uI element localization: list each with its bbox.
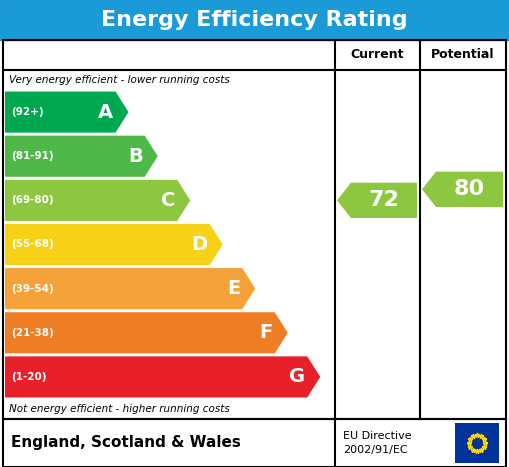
Text: Current: Current bbox=[351, 49, 404, 62]
Polygon shape bbox=[5, 135, 158, 177]
Text: F: F bbox=[260, 323, 273, 342]
Polygon shape bbox=[5, 312, 288, 354]
Text: Not energy efficient - higher running costs: Not energy efficient - higher running co… bbox=[9, 404, 230, 414]
Text: Very energy efficient - lower running costs: Very energy efficient - lower running co… bbox=[9, 75, 230, 85]
Text: G: G bbox=[289, 368, 305, 386]
Polygon shape bbox=[422, 172, 503, 207]
Polygon shape bbox=[5, 224, 223, 265]
Text: D: D bbox=[191, 235, 208, 254]
Text: Potential: Potential bbox=[431, 49, 495, 62]
Text: Energy Efficiency Rating: Energy Efficiency Rating bbox=[101, 10, 408, 30]
Text: (39-54): (39-54) bbox=[11, 283, 54, 294]
Text: (81-91): (81-91) bbox=[11, 151, 53, 161]
Text: 80: 80 bbox=[454, 179, 485, 199]
Polygon shape bbox=[5, 356, 320, 397]
Bar bbox=[0, 0, 509, 40]
Text: (69-80): (69-80) bbox=[11, 195, 53, 205]
Text: (92+): (92+) bbox=[11, 107, 44, 117]
Text: B: B bbox=[128, 147, 143, 166]
Text: A: A bbox=[98, 103, 114, 121]
Bar bbox=[3, 419, 506, 467]
Bar bbox=[3, 40, 506, 419]
Text: (55-68): (55-68) bbox=[11, 240, 54, 249]
Text: E: E bbox=[227, 279, 240, 298]
Text: C: C bbox=[161, 191, 175, 210]
Text: (1-20): (1-20) bbox=[11, 372, 46, 382]
Text: (21-38): (21-38) bbox=[11, 328, 54, 338]
Bar bbox=[455, 423, 499, 463]
Polygon shape bbox=[5, 268, 255, 309]
Polygon shape bbox=[5, 92, 128, 133]
Text: England, Scotland & Wales: England, Scotland & Wales bbox=[11, 436, 241, 451]
Polygon shape bbox=[337, 183, 417, 218]
Polygon shape bbox=[5, 180, 190, 221]
Text: EU Directive
2002/91/EC: EU Directive 2002/91/EC bbox=[343, 432, 412, 454]
Text: 72: 72 bbox=[369, 191, 400, 210]
